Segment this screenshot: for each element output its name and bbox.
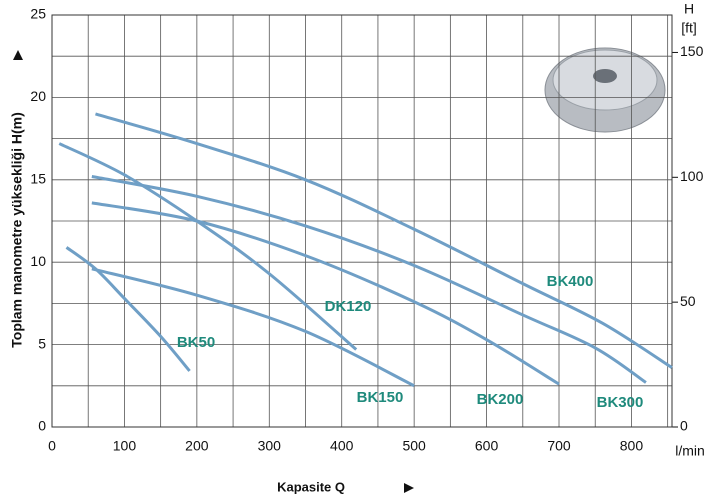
y-tick-label: 15	[30, 171, 46, 187]
x-tick-label: 0	[48, 438, 56, 454]
pump-curve	[91, 201, 560, 386]
y2-tick-label: 100	[680, 168, 704, 184]
x-tick-label: 400	[330, 438, 354, 454]
x-tick-label: 300	[258, 438, 282, 454]
pump-curve	[95, 112, 673, 369]
series-label: BK400	[547, 273, 594, 290]
x-tick-label: 700	[547, 438, 571, 454]
y2-tick-label: 0	[680, 418, 688, 434]
pump-curve	[91, 175, 647, 384]
impeller	[544, 47, 666, 133]
pump-curve	[65, 246, 191, 372]
y2-unit: [ft]	[681, 20, 697, 36]
x-tick-label: 500	[402, 438, 426, 454]
series-label: BK50	[177, 334, 215, 351]
pump-curve	[58, 142, 358, 351]
y-tick-label: 5	[38, 335, 46, 351]
y-tick-label: 20	[30, 88, 46, 104]
y-tick-label: 10	[30, 253, 46, 269]
y2-axis-label: H	[684, 1, 694, 17]
y-tick-label: 25	[30, 6, 46, 22]
series-label: BK150	[357, 389, 404, 406]
x-unit: l/min	[675, 443, 705, 459]
x-tick-label: 100	[113, 438, 137, 454]
x-axis-label: Kapasite Q	[277, 479, 345, 494]
series-label: DK120	[325, 298, 372, 315]
series-label: BK300	[597, 394, 644, 411]
x-tick-label: 600	[475, 438, 499, 454]
pump-curve	[91, 267, 415, 388]
x-tick-label: 800	[620, 438, 644, 454]
y-axis-label: Toplam manometre yüksekliği H(m)	[9, 112, 25, 347]
y-arrow	[13, 50, 23, 60]
series-label: BK200	[477, 391, 524, 408]
y2-tick-label: 150	[680, 43, 704, 59]
y-tick-label: 0	[38, 418, 46, 434]
x-tick-label: 200	[185, 438, 209, 454]
x-arrow	[404, 483, 414, 493]
plot-frame	[51, 14, 673, 428]
y2-tick-label: 50	[680, 293, 696, 309]
